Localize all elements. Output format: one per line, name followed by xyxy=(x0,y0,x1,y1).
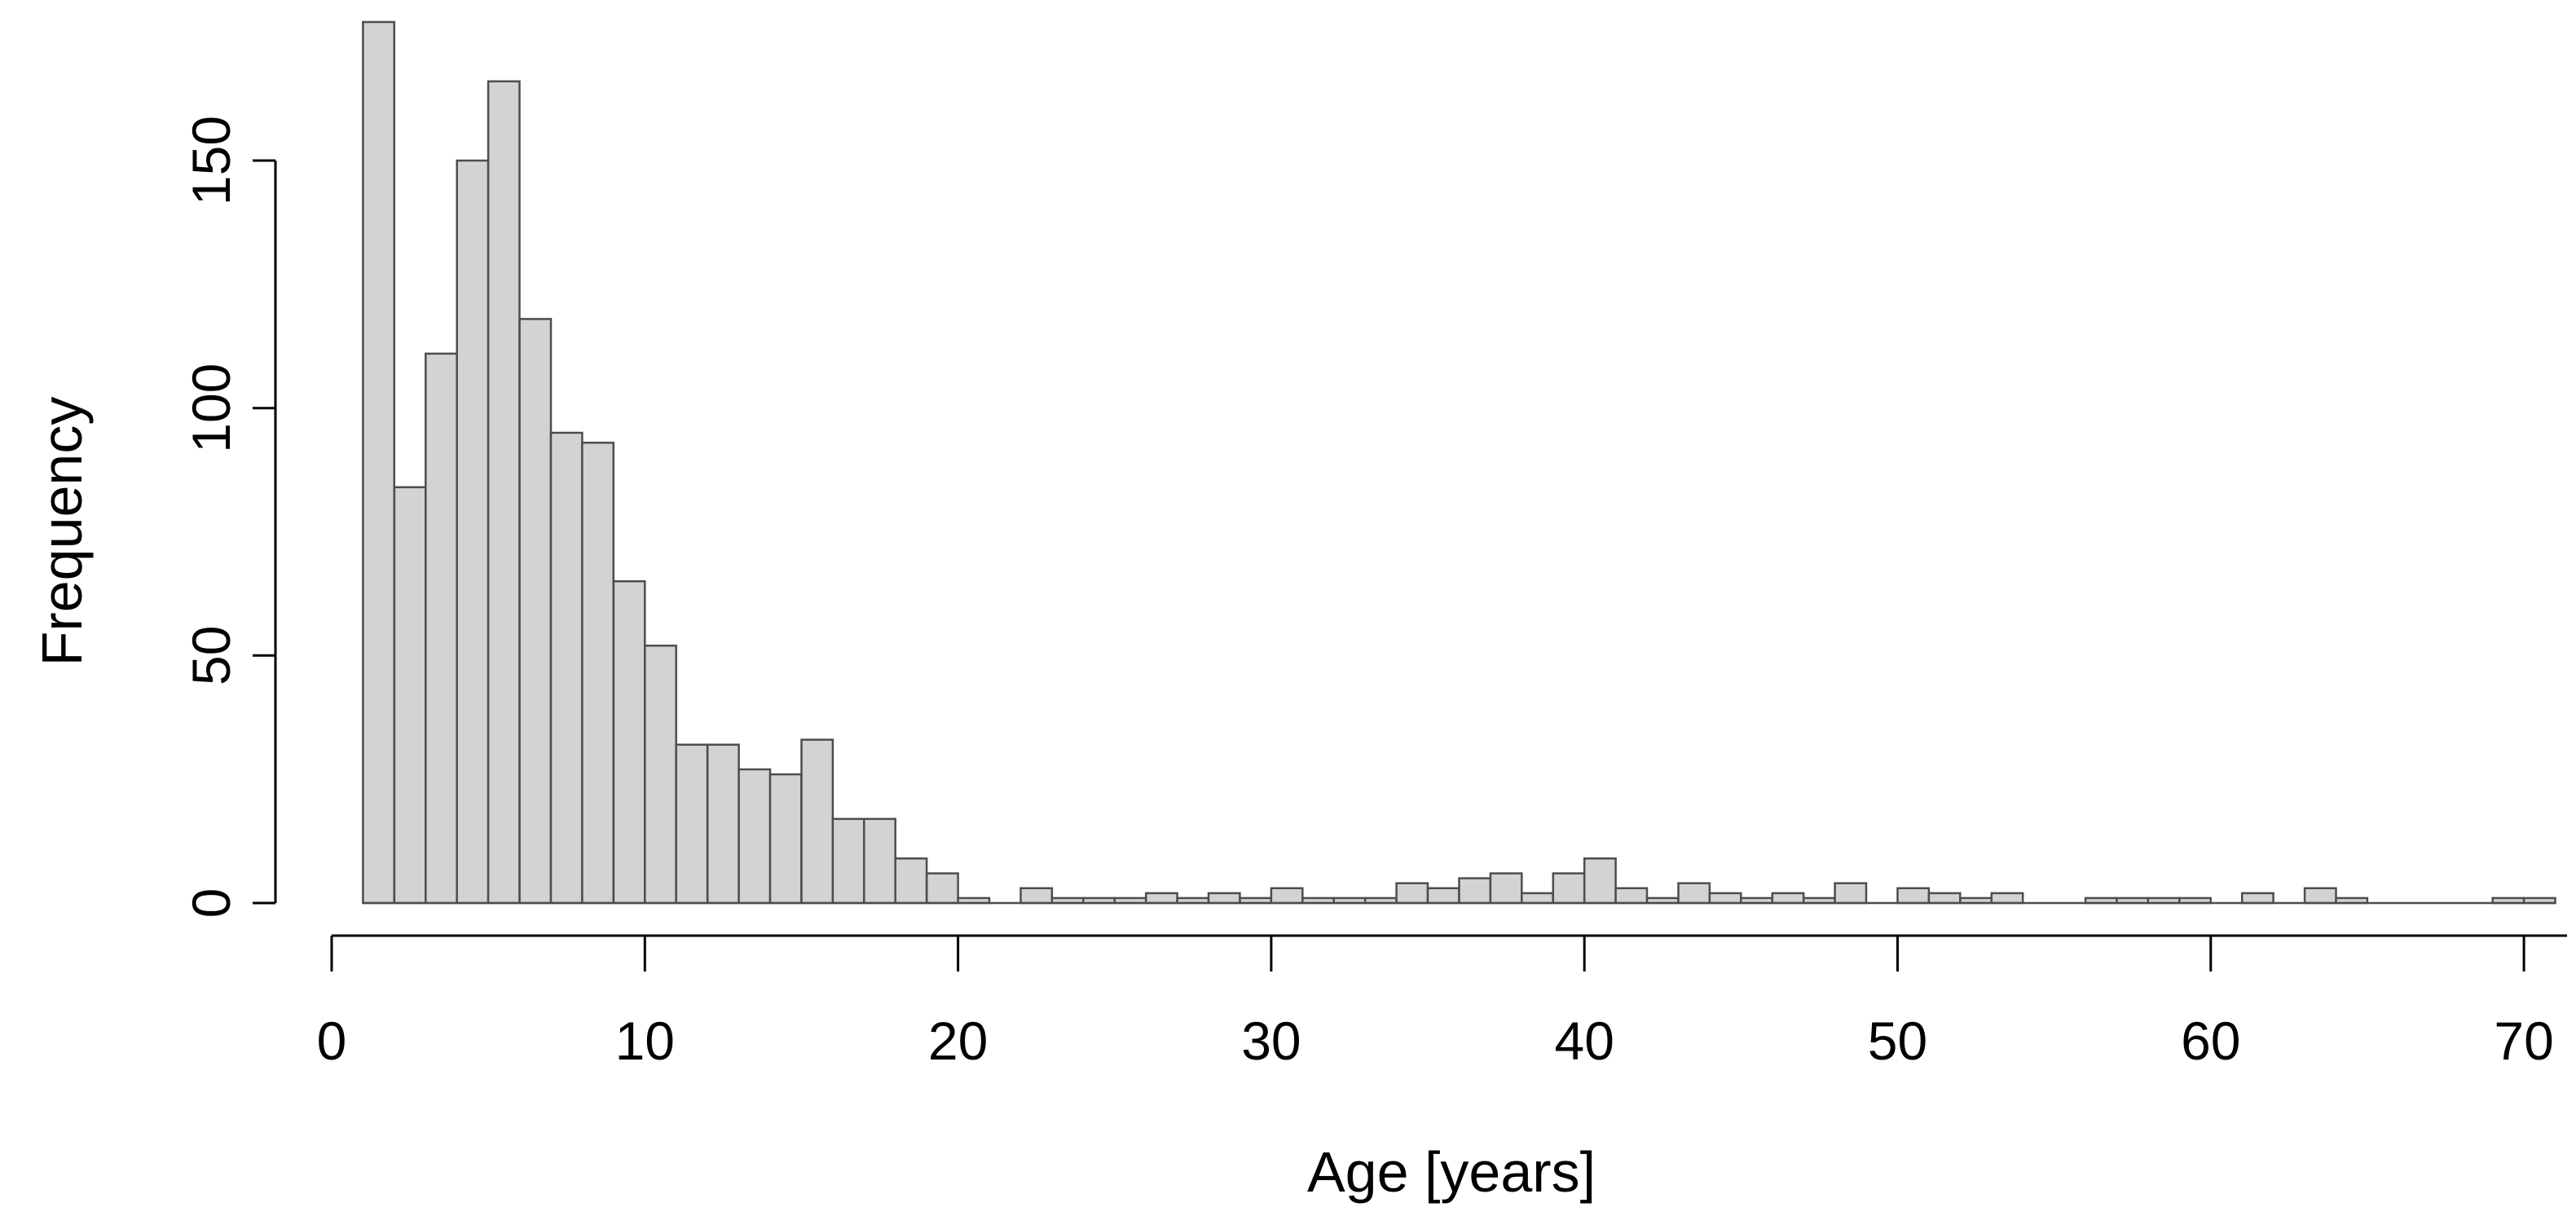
histogram-bar xyxy=(1395,882,1429,905)
histogram-bar xyxy=(1521,892,1554,905)
histogram-bar xyxy=(1426,887,1460,905)
histogram-bar xyxy=(1896,887,1931,905)
histogram-bar xyxy=(362,20,396,905)
bars-group xyxy=(362,20,2556,905)
histogram-bar xyxy=(738,768,772,905)
histogram-bar xyxy=(1990,892,2024,905)
histogram-bar xyxy=(1583,857,1617,905)
x-tick-labels: 0 10 20 30 40 50 60 70 xyxy=(317,1011,2554,1071)
histogram-bar xyxy=(1708,892,1742,905)
x-tick-label: 10 xyxy=(615,1011,675,1071)
histogram-bar xyxy=(894,857,928,905)
histogram-bar xyxy=(1270,887,1304,905)
histogram-bar xyxy=(1144,892,1178,905)
histogram-bar xyxy=(1834,882,1868,905)
histogram-bar xyxy=(1489,872,1523,905)
x-tick-label: 0 xyxy=(317,1011,347,1071)
histogram-bar xyxy=(1552,872,1586,905)
histogram-bar xyxy=(831,817,865,905)
y-tick-label: 100 xyxy=(181,363,241,453)
y-tick-label: 150 xyxy=(181,116,241,205)
histogram-bar xyxy=(1458,877,1492,905)
histogram-bar xyxy=(393,486,427,905)
x-axis-label: Age [years] xyxy=(1307,1140,1596,1204)
x-tick-label: 50 xyxy=(1868,1011,1927,1071)
x-tick-label: 70 xyxy=(2494,1011,2553,1071)
histogram-bar xyxy=(768,773,803,905)
x-tick-label: 20 xyxy=(928,1011,988,1071)
y-tick-label: 0 xyxy=(181,888,241,919)
histogram-bar xyxy=(800,738,834,905)
y-tick-label: 50 xyxy=(181,626,241,685)
histogram-bar xyxy=(1927,892,1962,905)
histogram-bar xyxy=(1019,887,1054,905)
histogram-bar xyxy=(2240,892,2274,905)
histogram-bar xyxy=(863,817,896,905)
x-tick-label: 30 xyxy=(1241,1011,1301,1071)
histogram-bar xyxy=(1614,887,1649,905)
histogram-bar xyxy=(644,644,677,905)
histogram-bar xyxy=(1677,882,1711,905)
y-tick-labels: 0 50 100 150 xyxy=(181,116,241,918)
histogram-bar xyxy=(518,318,553,905)
histogram-bar xyxy=(675,743,709,905)
histogram-bar xyxy=(487,80,521,905)
histogram-bar xyxy=(549,431,583,905)
x-axis xyxy=(330,934,2567,971)
histogram-bar xyxy=(425,352,458,905)
y-axis-label: Frequency xyxy=(30,397,94,667)
histogram-bar xyxy=(706,743,740,905)
histogram-bar xyxy=(581,441,615,905)
x-tick-label: 40 xyxy=(1554,1011,1614,1071)
histogram-bar xyxy=(612,579,646,905)
histogram-bar xyxy=(1207,892,1241,905)
y-axis xyxy=(253,159,277,905)
x-tick-label: 60 xyxy=(2181,1011,2240,1071)
histogram-bar xyxy=(2303,887,2337,905)
histogram-bar xyxy=(1771,892,1805,905)
histogram-bar xyxy=(456,159,490,905)
histogram-bar xyxy=(925,872,959,905)
